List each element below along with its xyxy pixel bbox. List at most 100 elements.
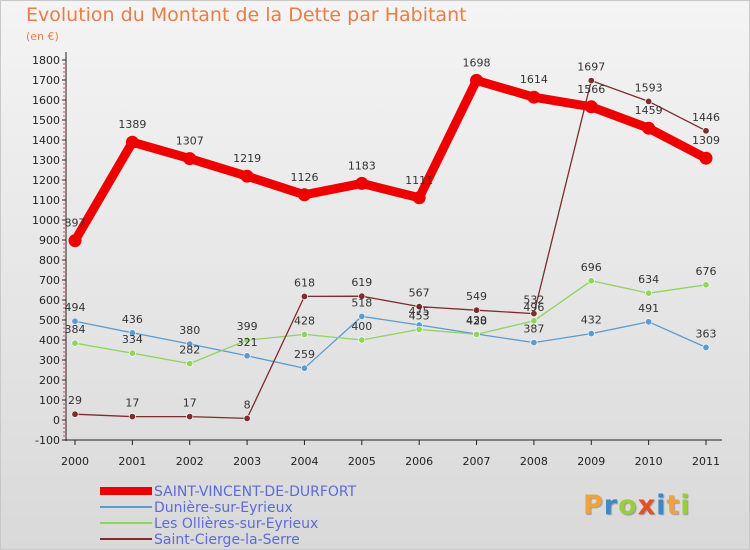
data-label: 676 (696, 265, 717, 278)
y-tick-label: 400 (39, 334, 60, 347)
logo-letter: i (656, 490, 667, 521)
data-label: 321 (237, 336, 258, 349)
data-label: 29 (68, 394, 82, 407)
x-tick-label: 2009 (577, 455, 605, 468)
data-point (530, 339, 538, 347)
y-tick-label: 100 (39, 394, 60, 407)
x-tick-label: 2002 (176, 455, 204, 468)
data-label: 1446 (692, 111, 720, 124)
logo-letter: o (618, 490, 638, 521)
chart-title: Evolution du Montant de la Dette par Hab… (26, 4, 467, 26)
logo-letter: x (637, 490, 657, 521)
legend-swatch-ollieres (100, 522, 152, 524)
y-tick-label: 900 (39, 234, 60, 247)
series-line-3 (74, 79, 707, 420)
data-label: 1697 (577, 61, 605, 74)
data-point (243, 352, 251, 360)
x-tick-label: 2001 (118, 455, 146, 468)
data-label: 491 (638, 302, 659, 315)
legend-label-saint-cierge: Saint-Cierge-la-Serre (154, 532, 300, 548)
legend-swatch-duniere (100, 506, 152, 508)
data-label: 436 (122, 313, 143, 326)
logo-letter: P (583, 490, 604, 521)
data-point (702, 127, 710, 135)
data-label: 475 (409, 305, 430, 318)
data-point (128, 413, 136, 421)
data-point (412, 191, 426, 205)
data-point (702, 343, 710, 351)
data-point (473, 330, 481, 338)
data-point (300, 292, 308, 300)
data-label: 384 (65, 323, 86, 336)
data-label: 1126 (290, 171, 318, 184)
data-label: 1566 (577, 83, 605, 96)
y-tick-label: 600 (39, 294, 60, 307)
data-label: 634 (638, 273, 659, 286)
data-label: 494 (65, 301, 86, 314)
data-point (186, 340, 194, 348)
data-point (358, 312, 366, 320)
data-label: 1459 (635, 104, 663, 117)
data-point (645, 97, 653, 105)
data-point (473, 306, 481, 314)
data-point (68, 234, 82, 248)
data-point (243, 336, 251, 344)
data-label: 387 (523, 323, 544, 336)
data-label: 363 (696, 327, 717, 340)
logo-letter: r (603, 490, 619, 521)
data-label: 399 (237, 320, 258, 333)
data-label: 17 (183, 397, 197, 410)
y-tick-label: 200 (39, 374, 60, 387)
data-label: 17 (125, 397, 139, 410)
y-tick-label: 1000 (32, 214, 60, 227)
legend-label-duniere: Dunière-sur-Eyrieux (154, 500, 293, 516)
data-point (587, 277, 595, 285)
data-point (243, 414, 251, 422)
legend-label-saint-vincent: SAINT-VINCENT-DE-DURFORT (154, 484, 357, 500)
data-point (415, 303, 423, 311)
data-label: 453 (409, 309, 430, 322)
data-point (584, 100, 598, 114)
x-tick-label: 2008 (520, 455, 548, 468)
y-tick-label: 1800 (32, 54, 60, 67)
proxiti-logo: Proxiti (583, 490, 691, 521)
y-tick-label: 300 (39, 354, 60, 367)
data-point (71, 317, 79, 325)
data-point (186, 360, 194, 368)
y-tick-label: 1400 (32, 134, 60, 147)
chart-subtitle: (en €) (26, 30, 59, 43)
data-point (587, 77, 595, 85)
x-tick-label: 2005 (348, 455, 376, 468)
data-label: 428 (466, 314, 487, 327)
data-point (297, 188, 311, 202)
x-tick-label: 2003 (233, 455, 261, 468)
x-tick-label: 2007 (463, 455, 491, 468)
legend-swatch-saint-cierge (100, 538, 152, 540)
data-point (358, 292, 366, 300)
data-label: 1309 (692, 134, 720, 147)
y-tick-label: 1200 (32, 174, 60, 187)
data-point (358, 336, 366, 344)
data-point (642, 121, 656, 135)
data-label: 618 (294, 276, 315, 289)
data-label: 1389 (118, 118, 146, 131)
data-point (699, 151, 713, 165)
data-label: 696 (581, 261, 602, 274)
logo-letter: i (680, 490, 691, 521)
data-label: 430 (466, 314, 487, 327)
data-point (125, 135, 139, 149)
data-point (530, 317, 538, 325)
data-point (702, 281, 710, 289)
y-tick-label: 1600 (32, 94, 60, 107)
logo-letter: t (666, 490, 681, 521)
data-label: 400 (351, 320, 372, 333)
data-label: 897 (65, 217, 86, 230)
data-label: 380 (179, 324, 200, 337)
x-tick-label: 2011 (692, 455, 720, 468)
data-point (470, 73, 484, 87)
data-point (527, 90, 541, 104)
data-point (645, 318, 653, 326)
data-label: 1111 (405, 174, 433, 187)
data-label: 259 (294, 348, 315, 361)
